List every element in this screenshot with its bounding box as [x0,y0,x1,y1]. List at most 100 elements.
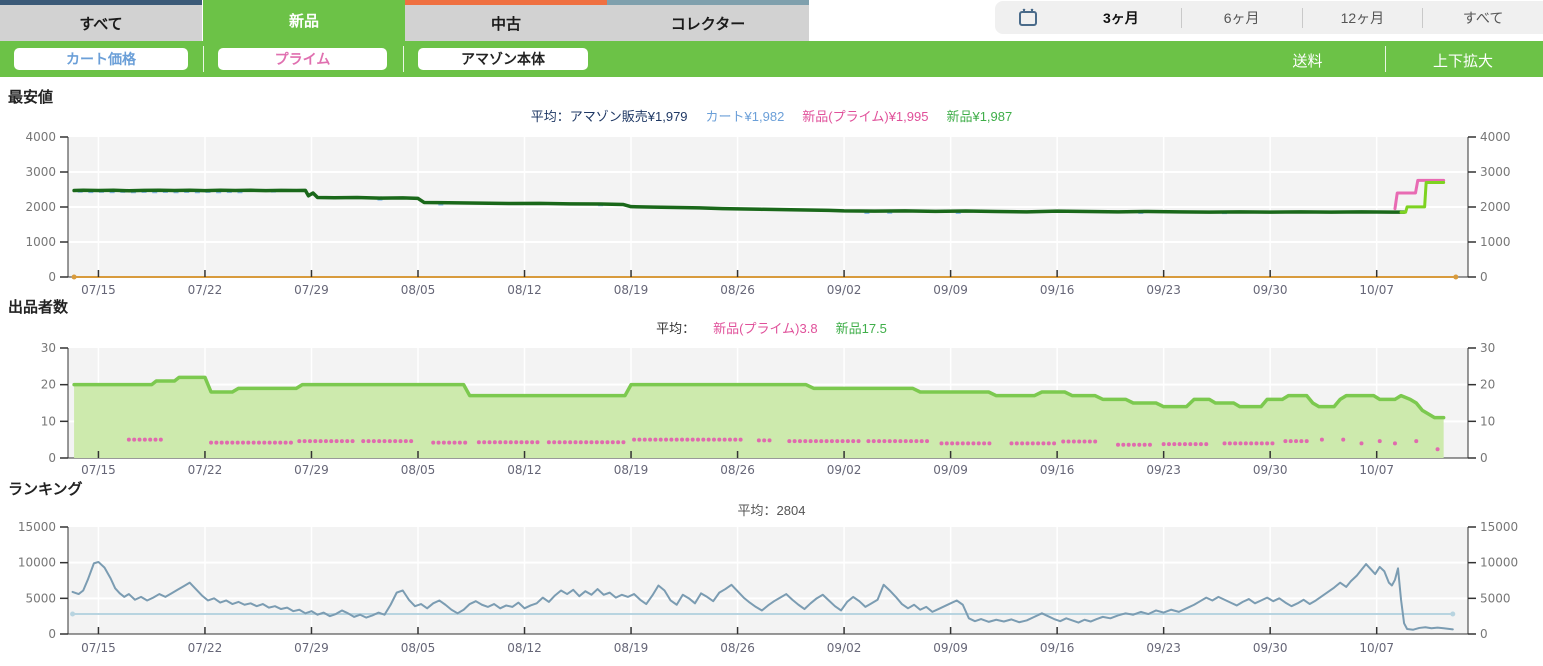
amazon-toggle-button[interactable]: アマゾン本体 [418,48,588,70]
svg-text:09/09: 09/09 [933,641,968,655]
svg-text:08/05: 08/05 [401,641,436,655]
period-12m[interactable]: 12ヶ月 [1340,9,1385,26]
seller-chart-title: 出品者数 [8,299,69,316]
svg-text:08/26: 08/26 [720,283,755,297]
ranking-chart-title: ランキング [8,481,83,498]
svg-text:08/12: 08/12 [507,641,542,655]
svg-text:09/23: 09/23 [1146,463,1181,477]
tab-used[interactable]: 中古 [405,0,607,41]
svg-text:10: 10 [1480,414,1495,428]
svg-text:15000: 15000 [18,520,56,534]
svg-text:0: 0 [48,451,56,465]
svg-text:07/22: 07/22 [188,463,223,477]
svg-text:20: 20 [1480,378,1495,392]
price-chart[interactable]: 0 0 1000 1000 2000 2000 3000 3000 4000 4000 07/15 0… [0,130,1543,306]
svg-text:08/05: 08/05 [401,283,436,297]
svg-text:09/02: 09/02 [827,463,862,477]
svg-text:09/16: 09/16 [1040,283,1075,297]
svg-text:09/02: 09/02 [827,641,862,655]
legend-item: 新品17.5 [835,321,887,336]
svg-text:3000: 3000 [1480,165,1511,179]
legend-item: 平均：2804 [737,503,806,518]
price-chart-legend: 平均：アマゾン販売¥1,979 カート¥1,982 新品(プライム)¥1,995 新品… [0,106,1543,125]
svg-text:09/23: 09/23 [1146,283,1181,297]
legend-item: 新品¥1,987 [946,109,1013,124]
series-toolbar: カート価格 プライム アマゾン本体 送料 上下拡大 [0,41,1543,77]
svg-text:07/22: 07/22 [188,283,223,297]
period-3m[interactable]: 3ヶ月 [1102,9,1139,26]
condition-tab-bar: すべて 新品 中古 コレクター 3ヶ月 6ヶ月 12ヶ月 すべて [0,0,1543,41]
svg-text:07/15: 07/15 [81,463,116,477]
svg-text:07/22: 07/22 [188,641,223,655]
svg-text:07/15: 07/15 [81,283,116,297]
svg-text:09/23: 09/23 [1146,641,1181,655]
cart-price-toggle-button[interactable]: カート価格 [14,48,188,70]
svg-text:10: 10 [41,414,56,428]
svg-text:07/29: 07/29 [294,641,329,655]
svg-text:09/09: 09/09 [933,463,968,477]
svg-text:08/12: 08/12 [507,283,542,297]
svg-text:08/19: 08/19 [614,283,649,297]
legend-item: 平均： [656,321,696,336]
svg-text:0: 0 [1480,451,1488,465]
svg-text:09/16: 09/16 [1040,641,1075,655]
svg-text:0: 0 [48,627,56,641]
svg-text:2000: 2000 [1480,200,1511,214]
divider [203,46,204,72]
tab-all[interactable]: すべて [0,0,202,41]
svg-text:3000: 3000 [25,165,56,179]
svg-text:2000: 2000 [25,200,56,214]
svg-text:10000: 10000 [18,556,56,570]
svg-text:20: 20 [41,378,56,392]
shipping-toggle-link[interactable]: 送料 [1292,53,1323,70]
legend-item: 新品(プライム)3.8 [713,321,818,336]
svg-text:4000: 4000 [1480,130,1511,144]
svg-text:09/30: 09/30 [1253,641,1288,655]
divider [1422,7,1424,28]
svg-text:10000: 10000 [1480,556,1518,570]
seller-chart-legend: 平均： 新品(プライム)3.8 新品17.5 [0,318,1543,337]
legend-item: 平均：アマゾン販売¥1,979 [530,109,688,124]
svg-text:09/09: 09/09 [933,283,968,297]
svg-text:4000: 4000 [25,130,56,144]
svg-text:09/30: 09/30 [1253,463,1288,477]
legend-item: 新品(プライム)¥1,995 [802,109,929,124]
svg-text:08/05: 08/05 [401,463,436,477]
calendar-icon [995,7,1061,29]
expand-vertical-link[interactable]: 上下拡大 [1432,53,1493,70]
prime-toggle-button[interactable]: プライム [218,48,387,70]
svg-text:09/30: 09/30 [1253,283,1288,297]
svg-text:5000: 5000 [25,591,56,605]
svg-text:30: 30 [1480,341,1495,355]
tab-collector[interactable]: コレクター [607,0,809,41]
legend-item: カート¥1,982 [705,109,785,124]
svg-text:0: 0 [1480,270,1488,284]
divider [1180,7,1182,28]
tab-new-active[interactable]: 新品 [203,0,405,41]
svg-text:08/26: 08/26 [720,641,755,655]
svg-text:07/15: 07/15 [81,641,116,655]
ranking-chart-legend: 平均：2804 [0,500,1543,519]
svg-text:5000: 5000 [1480,591,1511,605]
svg-text:10/07: 10/07 [1359,641,1394,655]
svg-text:08/26: 08/26 [720,463,755,477]
svg-text:08/19: 08/19 [614,463,649,477]
svg-text:09/02: 09/02 [827,283,862,297]
svg-text:07/29: 07/29 [294,463,329,477]
divider [403,46,404,72]
svg-text:1000: 1000 [25,235,56,249]
period-all[interactable]: すべて [1462,9,1504,26]
svg-text:15000: 15000 [1480,520,1518,534]
svg-text:08/19: 08/19 [614,641,649,655]
svg-text:10/07: 10/07 [1359,463,1394,477]
svg-text:07/29: 07/29 [294,283,329,297]
svg-text:08/12: 08/12 [507,463,542,477]
divider [1385,46,1386,72]
period-6m[interactable]: 6ヶ月 [1223,9,1260,26]
seller-chart[interactable]: 0 0 10 10 20 20 30 30 07/15 07/22 07/29 08/05 08/12 0… [0,338,1543,488]
ranking-chart[interactable]: 0 0 5000 5000 10000 10000 15000 15000 07/15 07/22… [0,518,1543,666]
svg-text:09/16: 09/16 [1040,463,1075,477]
svg-text:30: 30 [41,341,56,355]
svg-text:10/07: 10/07 [1359,283,1394,297]
